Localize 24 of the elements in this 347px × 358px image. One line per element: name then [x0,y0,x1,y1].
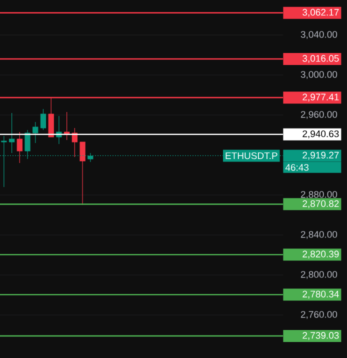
ref-line-label: 2,870.82 [302,200,339,208]
ref-line-label: 3,016.05 [302,55,339,63]
candlestick [8,112,15,154]
ref-line-label: 2,780.34 [302,290,339,299]
y-tick-label: 2,960.00 [300,111,338,119]
candlestick [64,112,70,140]
y-tick-label: 2,800.00 [300,271,338,279]
ref-line-label: 2,820.39 [302,250,339,259]
y-tick-label: 3,000.00 [300,71,338,79]
text: 46:43 [285,164,309,171]
y-tick-label: 3,040.00 [300,31,338,39]
ref-line-label: 2,940.63 [302,130,339,138]
y-tick-label: 2,760.00 [300,311,338,319]
candlestick [80,142,86,206]
candlestick [16,132,22,164]
ref-line-label: 2,919.27 [302,152,339,160]
candlestick [40,108,46,130]
ref-line-label: 3,062.17 [302,8,339,17]
y-tick-label: 2,840.00 [300,231,338,239]
candlestick [32,122,38,144]
annotation: ETHUSDT.P [226,152,278,160]
ref-line-label: 2,739.03 [302,332,339,340]
ref-line-label: 2,977.41 [302,94,339,102]
y-tick-label: 2,880.00 [300,191,338,199]
